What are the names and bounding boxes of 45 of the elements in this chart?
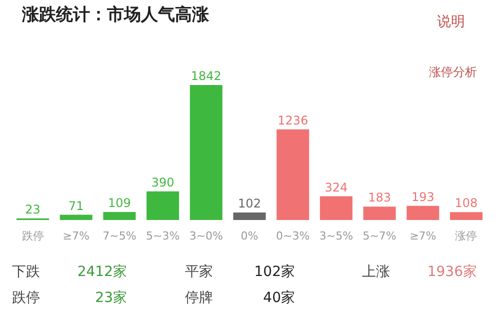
data-label: 1236 (278, 113, 308, 128)
text: 40家 (263, 290, 295, 306)
x-tick-label: 3~5% (319, 230, 354, 242)
text: 2412家 (77, 264, 127, 280)
bar (233, 212, 266, 220)
text: 102家 (254, 264, 295, 280)
text: 上涨 (362, 264, 390, 280)
text: 1936家 (427, 264, 477, 280)
chart-title: 涨跌统计：市场人气高涨 (21, 5, 210, 25)
x-tick-label: 3~0% (189, 230, 223, 242)
text: 23家 (95, 290, 127, 306)
data-label: 102 (238, 196, 261, 211)
text: 停牌 (185, 290, 213, 306)
text: 平家 (185, 264, 213, 280)
x-tick-label: 0% (240, 230, 258, 242)
data-label: 109 (108, 196, 131, 210)
x-tick-label: 跌停 (22, 230, 44, 242)
bar (450, 212, 482, 220)
data-label: 324 (324, 180, 348, 194)
x-tick-label: 涨停 (455, 230, 478, 242)
data-label: 390 (151, 175, 174, 190)
data-label: 193 (411, 190, 434, 204)
data-label: 23 (25, 202, 40, 216)
data-label: 71 (68, 198, 84, 213)
bar (190, 85, 222, 220)
bar (406, 206, 440, 220)
bar (276, 129, 310, 220)
text: 说明 (437, 14, 465, 30)
text: 涨停分析 (429, 65, 477, 79)
x-tick-label: ≥7% (410, 230, 436, 242)
text: 下跌 (12, 264, 40, 280)
bar (146, 191, 180, 220)
bar (320, 196, 352, 220)
x-tick-label: 7~5% (102, 230, 136, 242)
bar (60, 214, 92, 220)
bar (363, 206, 396, 220)
data-label: 1842 (190, 69, 222, 83)
data-label: 183 (368, 190, 391, 205)
x-tick-label: 5~3% (146, 230, 180, 242)
bar (103, 212, 136, 220)
text: 跌停 (12, 290, 40, 306)
data-label: 108 (454, 196, 478, 210)
x-tick-label: 5~7% (362, 230, 396, 242)
x-tick-label: ≥7% (62, 230, 90, 242)
x-tick-label: 0~3% (276, 230, 310, 242)
